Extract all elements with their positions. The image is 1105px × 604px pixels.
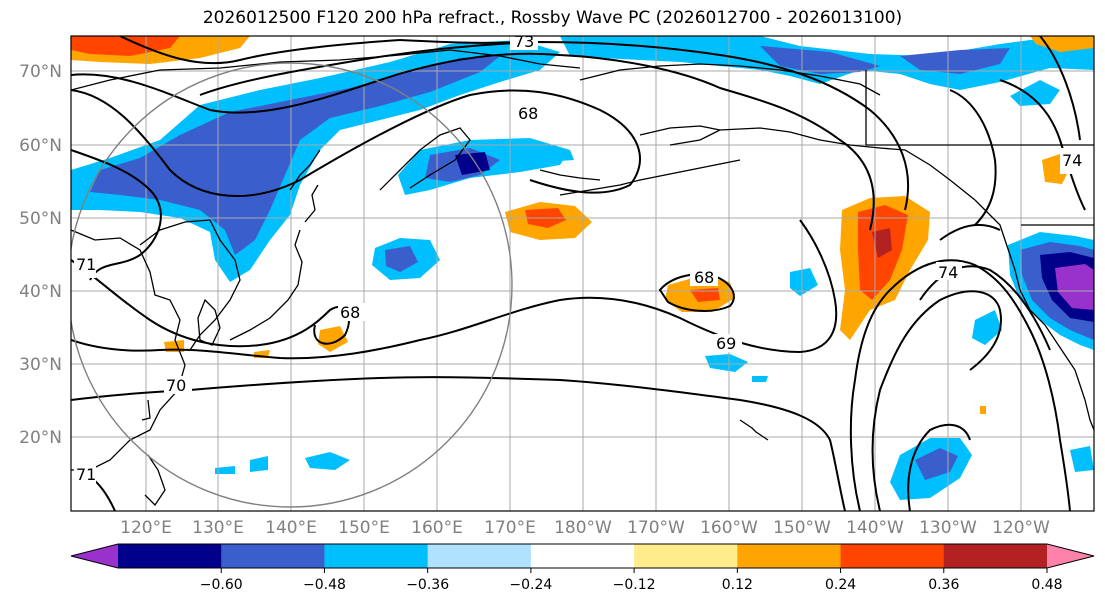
contour-label: 73	[514, 32, 534, 51]
lat-label: 70°N	[19, 62, 62, 82]
colorbar-ticks: −0.60 −0.48 −0.36 −0.24 −0.12 0.12 0.24 0.36 0.4…	[200, 568, 1063, 593]
lat-label: 20°N	[19, 428, 62, 448]
contour-label: 68	[694, 268, 714, 287]
lon-label: 160°E	[411, 518, 463, 538]
lon-label: 120°W	[992, 518, 1050, 538]
lon-label: 170°W	[627, 518, 685, 538]
map-title: 2026012500 F120 200 hPa refract., Rossby…	[202, 8, 903, 28]
latitude-axis: 70°N 60°N 50°N 40°N 30°N 20°N	[19, 62, 62, 448]
colorbar-tick-label: 0.36	[928, 577, 959, 593]
colorbar-tick-label: −0.12	[613, 577, 656, 593]
lon-label: 170°E	[484, 518, 536, 538]
colorbar-cell	[324, 544, 429, 568]
contour-label: 74	[938, 263, 958, 282]
colorbar-tick-label: −0.36	[406, 577, 449, 593]
colorbar-cell	[737, 544, 842, 568]
lon-label: 140°W	[846, 518, 904, 538]
colorbar-cell	[840, 544, 945, 568]
map-frame	[70, 35, 1095, 512]
contour-label: 69	[716, 334, 736, 353]
contour-label: 70	[166, 376, 186, 395]
colorbar-cell	[530, 544, 635, 568]
colorbar-cell	[221, 544, 325, 568]
longitude-axis: 120°E 130°E 140°E 150°E 160°E 170°E 180°…	[120, 518, 1050, 538]
contour-label: 74	[1062, 151, 1082, 170]
contour-label: 68	[340, 303, 360, 322]
colorbar-tick-label: 0.24	[825, 577, 856, 593]
contour-label: 71	[76, 465, 96, 484]
lat-label: 50°N	[19, 209, 62, 229]
contour-label-group: 73 68 68 68 69 70 71 71 74 74	[74, 32, 1082, 488]
colorbar-tick-label: 0.48	[1031, 577, 1062, 593]
colorbar: −0.60 −0.48 −0.36 −0.24 −0.12 0.12 0.24 0.36 0.4…	[70, 543, 1095, 593]
colorbar-cell	[634, 544, 738, 568]
lon-label: 130°W	[919, 518, 977, 538]
contour-label: 71	[76, 255, 96, 274]
rossby-wave-shading	[71, 36, 1094, 500]
reference-circle	[71, 62, 513, 508]
contour-label: 68	[518, 104, 538, 123]
lat-label: 30°N	[19, 355, 62, 375]
colorbar-extend-high	[1047, 544, 1094, 568]
lat-label: 60°N	[19, 136, 62, 156]
lon-label: 140°E	[265, 518, 317, 538]
colorbar-tick-label: −0.24	[509, 577, 552, 593]
lon-label: 120°E	[120, 518, 172, 538]
colorbar-outline	[70, 543, 1095, 569]
colorbar-tick-label: −0.60	[200, 577, 243, 593]
lon-label: 160°W	[700, 518, 758, 538]
lat-label: 40°N	[19, 282, 62, 302]
colorbar-cell	[427, 544, 532, 568]
colorbar-tick-label: −0.48	[303, 577, 346, 593]
lon-label: 150°E	[338, 518, 390, 538]
colorbar-cell	[943, 544, 1048, 568]
lon-label: 130°E	[192, 518, 244, 538]
refractivity-contours	[71, 36, 1086, 511]
colorbar-tick-label: 0.12	[722, 577, 753, 593]
lon-label: 150°W	[773, 518, 831, 538]
coastlines	[71, 49, 1094, 507]
colorbar-cell	[118, 544, 222, 568]
lon-label: 180°W	[554, 518, 612, 538]
colorbar-cells	[118, 544, 1048, 568]
colorbar-extend-low	[71, 544, 118, 568]
